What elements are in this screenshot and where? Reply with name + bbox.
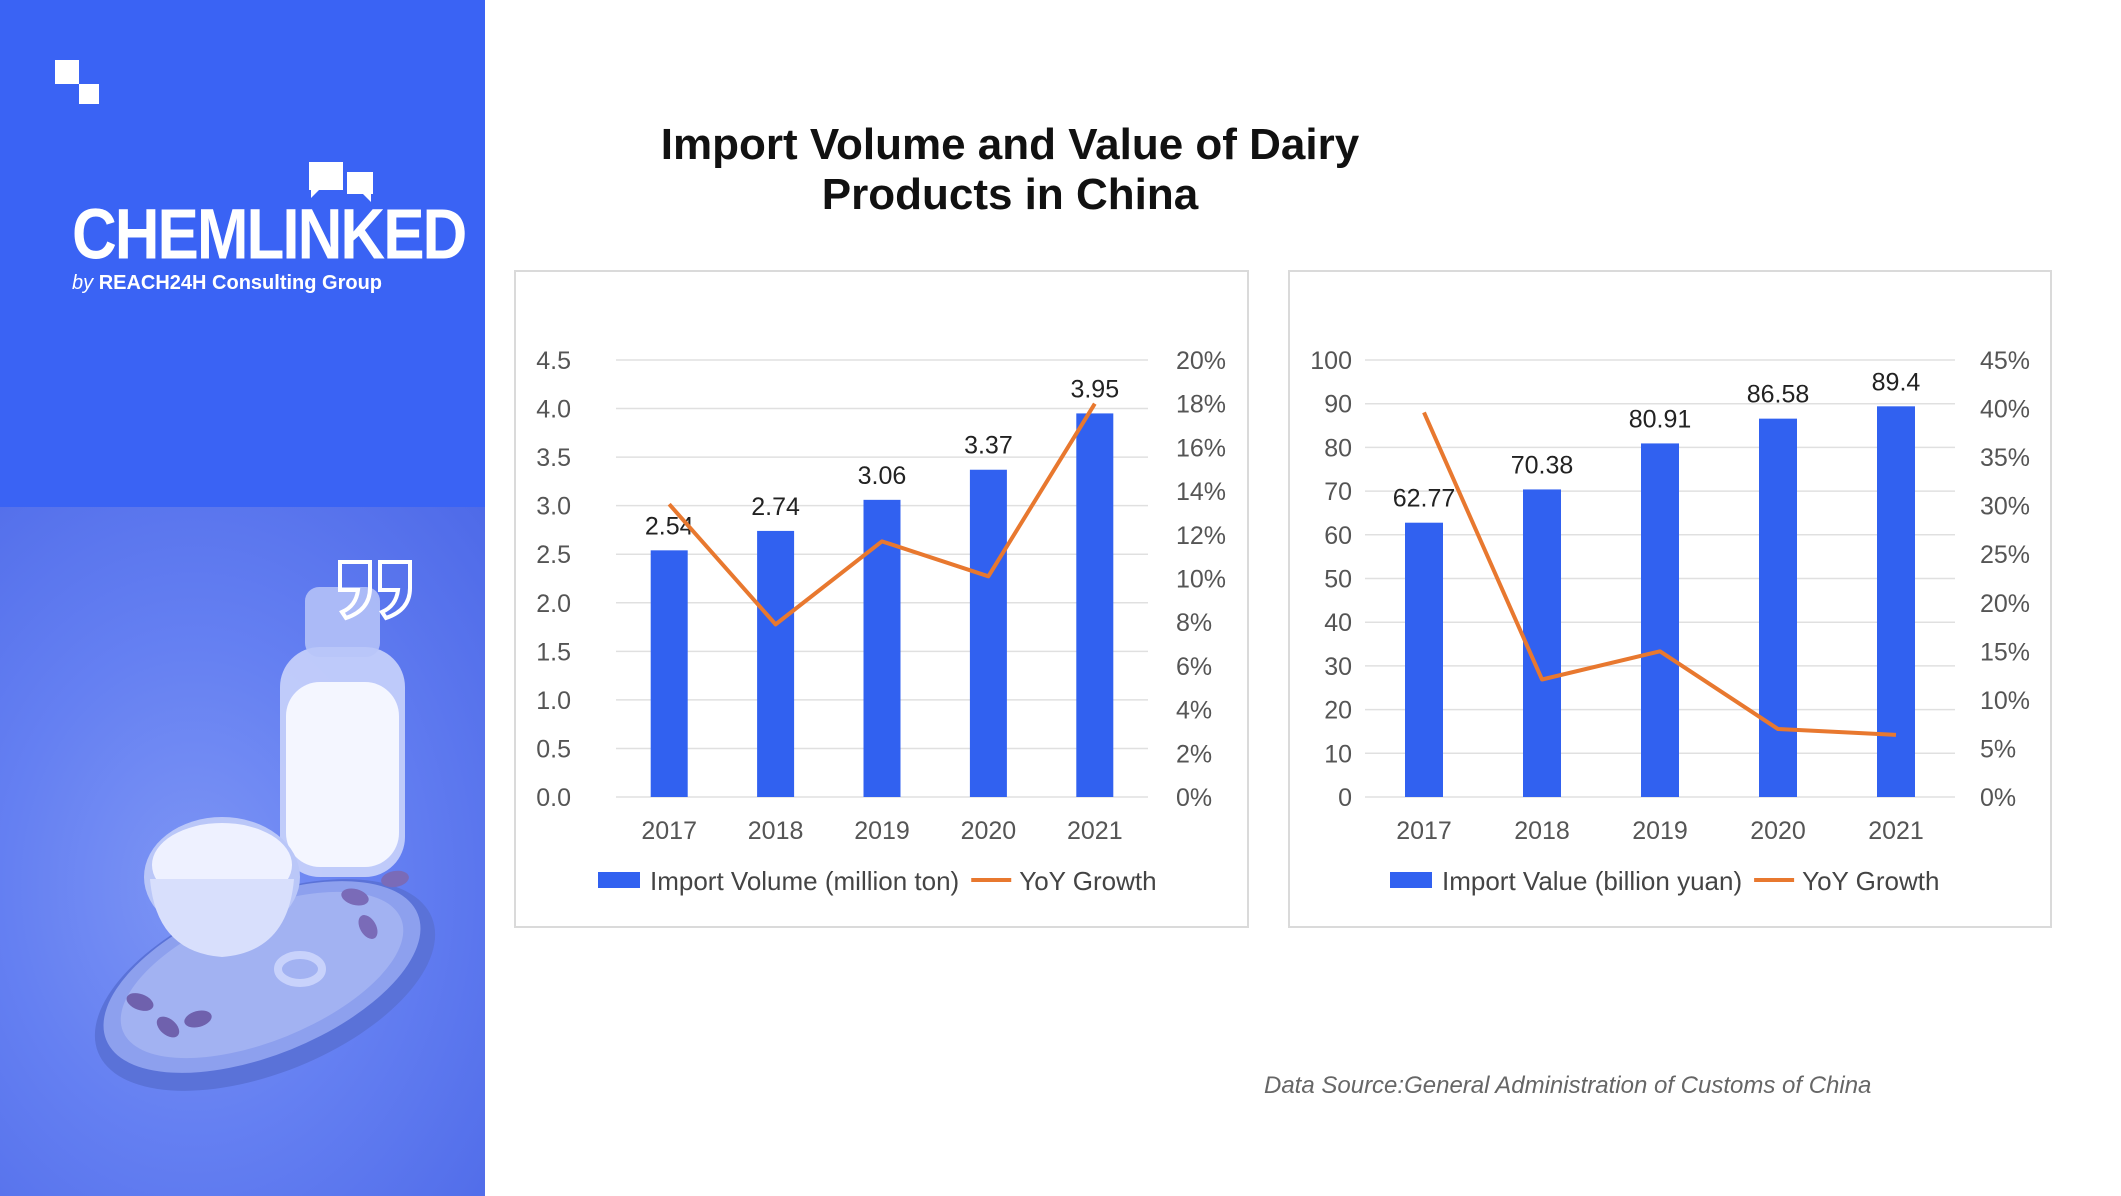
chart-svg: 0 10 20 30 40 50 60 70 80 90 100 0% 5% 10% 15% 20% 25% 30… <box>1310 347 2030 896</box>
x-tick-label: 2019 <box>1632 817 1688 845</box>
x-tick-label: 2019 <box>854 817 910 845</box>
legend-bar-label: Import Volume (million ton) <box>650 866 959 896</box>
left-brand-panel: CHEMLINKED by REACH24H Consulting Group <box>0 0 485 1196</box>
data-label: 89.4 <box>1872 368 1921 396</box>
y2-tick-label: 10% <box>1980 687 2030 715</box>
quote-icon <box>338 560 412 621</box>
y-tick-label: 3.5 <box>536 444 571 472</box>
y-tick-label: 0 <box>1338 784 1352 812</box>
data-label: 3.37 <box>964 432 1013 460</box>
y-tick-label: 10 <box>1324 740 1352 768</box>
y-tick-label: 3.0 <box>536 493 571 521</box>
y-tick-label: 2.0 <box>536 590 571 618</box>
y-tick-label: 100 <box>1310 347 1352 375</box>
page-title: Import Volume and Value of Dairy Product… <box>660 120 1360 219</box>
y2-tick-label: 25% <box>1980 541 2030 569</box>
chart-svg: 0.0 0.5 1.0 1.5 2.0 2.5 3.0 3.5 4.0 4.5 0% 2% 4% 6% 8%… <box>536 347 1226 896</box>
legend-bar-swatch <box>598 872 640 888</box>
y-tick-label: 0.0 <box>536 784 571 812</box>
data-label: 62.77 <box>1393 485 1456 513</box>
y2-tick-label: 20% <box>1176 347 1226 375</box>
y2-tick-label: 10% <box>1176 566 1226 594</box>
y-tick-label: 50 <box>1324 566 1352 594</box>
y2-tick-label: 2% <box>1176 740 1212 768</box>
x-tick-label: 2017 <box>641 817 697 845</box>
brand-name: CHEMLINKED <box>72 195 467 275</box>
data-label: 86.58 <box>1747 381 1810 409</box>
data-label: 70.38 <box>1511 451 1574 479</box>
bar <box>1641 443 1679 797</box>
x-tick-label: 2021 <box>1868 817 1924 845</box>
y2-tick-label: 40% <box>1980 396 2030 424</box>
x-tick-label: 2018 <box>748 817 804 845</box>
y2-tick-label: 8% <box>1176 609 1212 637</box>
y-tick-label: 60 <box>1324 522 1352 550</box>
y2-tick-label: 0% <box>1176 784 1212 812</box>
data-label: 2.74 <box>751 493 800 521</box>
brand-subtitle: by REACH24H Consulting Group <box>72 272 392 295</box>
milk-illustration <box>94 587 436 1091</box>
y-tick-label: 2.5 <box>536 541 571 569</box>
y2-tick-label: 20% <box>1980 590 2030 618</box>
y2-tick-label: 4% <box>1176 697 1212 725</box>
y2-tick-label: 18% <box>1176 391 1226 419</box>
y-tick-label: 30 <box>1324 653 1352 681</box>
bar <box>650 550 688 797</box>
bar <box>969 469 1007 797</box>
bar <box>1759 418 1797 797</box>
bar <box>1076 413 1114 797</box>
y2-tick-label: 16% <box>1176 434 1226 462</box>
y2-tick-label: 35% <box>1980 444 2030 472</box>
data-label: 3.06 <box>858 462 907 490</box>
legend-line-label: YoY Growth <box>1802 866 1939 896</box>
y-tick-label: 4.5 <box>536 347 571 375</box>
legend-line-label: YoY Growth <box>1019 866 1156 896</box>
brand-by: by <box>72 272 94 294</box>
bar <box>1405 522 1443 797</box>
x-tick-label: 2017 <box>1396 817 1452 845</box>
y-tick-label: 1.0 <box>536 687 571 715</box>
legend-bar-swatch <box>1390 872 1432 888</box>
y2-tick-label: 30% <box>1980 493 2030 521</box>
y-tick-label: 20 <box>1324 697 1352 725</box>
bar <box>757 530 795 797</box>
y-tick-label: 80 <box>1324 434 1352 462</box>
x-tick-label: 2020 <box>1750 817 1806 845</box>
import-volume-chart: 0.0 0.5 1.0 1.5 2.0 2.5 3.0 3.5 4.0 4.5 0% 2% 4% 6% 8%… <box>514 270 1249 928</box>
data-source: Data Source:General Administration of Cu… <box>1264 1072 1872 1099</box>
data-label: 2.54 <box>645 512 694 540</box>
y-tick-label: 40 <box>1324 609 1352 637</box>
x-tick-label: 2021 <box>1067 817 1123 845</box>
data-label: 3.95 <box>1070 375 1119 403</box>
y-tick-label: 1.5 <box>536 638 571 666</box>
y2-tick-label: 5% <box>1980 735 2016 763</box>
y2-tick-label: 12% <box>1176 522 1226 550</box>
y2-tick-label: 0% <box>1980 784 2016 812</box>
chat-bubbles-icon <box>309 162 373 202</box>
y2-tick-label: 15% <box>1980 638 2030 666</box>
y2-tick-label: 45% <box>1980 347 2030 375</box>
logo-squares-icon <box>55 60 100 105</box>
legend-bar-label: Import Value (billion yuan) <box>1442 866 1742 896</box>
x-tick-label: 2020 <box>961 817 1017 845</box>
y-tick-label: 70 <box>1324 478 1352 506</box>
bar <box>1523 489 1561 797</box>
y2-tick-label: 14% <box>1176 478 1226 506</box>
bar <box>1877 406 1915 797</box>
y-tick-label: 0.5 <box>536 735 571 763</box>
y-tick-label: 90 <box>1324 391 1352 419</box>
y-tick-label: 4.0 <box>536 396 571 424</box>
data-label: 80.91 <box>1629 405 1692 433</box>
import-value-chart: 0 10 20 30 40 50 60 70 80 90 100 0% 5% 10% 15% 20% 25% 30… <box>1288 270 2052 928</box>
brand-logo: CHEMLINKED by REACH24H Consulting Group <box>72 195 467 295</box>
x-tick-label: 2018 <box>1514 817 1570 845</box>
brand-subtitle-text: REACH24H Consulting Group <box>98 272 383 294</box>
y2-tick-label: 6% <box>1176 653 1212 681</box>
